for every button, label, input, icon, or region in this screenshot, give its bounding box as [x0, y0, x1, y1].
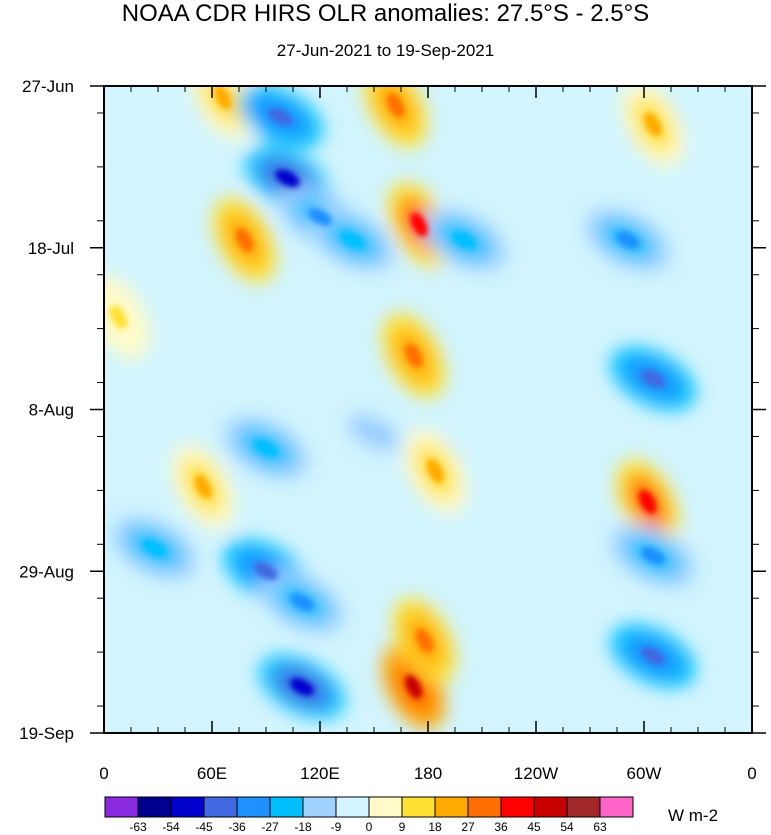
colorbar-swatch — [170, 796, 205, 818]
colorbar-swatch — [236, 796, 271, 818]
anomaly-field — [104, 86, 696, 730]
x-tick-label: 0 — [99, 764, 108, 783]
anomaly-core — [235, 228, 254, 252]
colorbar-swatch — [500, 796, 535, 818]
colorbar-swatch — [368, 796, 403, 818]
y-tick-label: 8-Aug — [29, 401, 74, 420]
colorbar-swatch — [599, 796, 634, 818]
anomaly-core — [415, 628, 434, 653]
anomaly-core — [268, 108, 293, 126]
colorbar-label: 27 — [461, 820, 475, 834]
colorbar-label: 36 — [494, 820, 508, 834]
colorbar-label: -63 — [129, 820, 147, 834]
anomaly-core — [275, 169, 300, 188]
anomaly-core — [290, 593, 314, 611]
anomaly-core — [404, 343, 423, 368]
anomaly-core — [452, 231, 476, 249]
anomaly-core — [638, 489, 657, 514]
anomaly-core — [641, 647, 665, 665]
colorbar-label: -54 — [162, 820, 180, 834]
anomaly-core — [641, 547, 665, 565]
anomaly-core — [386, 93, 405, 118]
chart-subtitle: 27-Jun-2021 to 19-Sep-2021 — [276, 41, 495, 60]
colorbar-label: 63 — [593, 820, 607, 834]
y-tick-label: 27-Jun — [22, 77, 74, 96]
x-tick-label: 60E — [197, 764, 227, 783]
chart-title: NOAA CDR HIRS OLR anomalies: 27.5°S - 2.… — [121, 0, 650, 27]
colorbar-swatch — [269, 796, 304, 818]
colorbar-label: -45 — [195, 820, 213, 834]
anomaly-core — [254, 439, 278, 457]
colorbar-swatch — [434, 796, 469, 818]
anomaly-core — [142, 539, 167, 557]
colorbar-swatch — [302, 796, 337, 818]
colorbar-label: 9 — [399, 820, 406, 834]
x-axis: 0 60E 120E 180 120W 60W 0 — [99, 86, 757, 783]
anomaly-core — [340, 231, 365, 249]
colorbar-label: -36 — [228, 820, 246, 834]
colorbar-label: 18 — [428, 820, 442, 834]
colorbar-label: -9 — [331, 820, 342, 834]
colorbar: -63 -54 -45 -36 -27 -18 -9 0 9 18 27 36 45 54 63 — [104, 796, 634, 834]
x-tick-label: 60W — [627, 764, 662, 783]
colorbar-swatch — [203, 796, 238, 818]
x-tick-label: 120E — [300, 764, 340, 783]
anomaly-core — [362, 423, 386, 442]
colorbar-label: 0 — [366, 820, 373, 834]
colorbar-label: -27 — [261, 820, 279, 834]
x-tick-label: 0 — [747, 764, 756, 783]
anomaly-core — [426, 459, 444, 484]
anomaly-core — [214, 86, 232, 110]
plot-area — [104, 86, 752, 733]
anomaly-core — [290, 678, 314, 696]
anomaly-core — [615, 231, 640, 249]
y-tick-label: 19-Sep — [19, 724, 74, 743]
x-tick-label: 120W — [514, 764, 558, 783]
colorbar-swatch — [401, 796, 436, 818]
y-axis: 27-Jun 18-Jul 8-Aug 29-Aug 19-Sep — [19, 77, 766, 743]
colorbar-swatch — [566, 796, 601, 818]
anomaly-core — [641, 370, 665, 388]
x-tick-label: 180 — [414, 764, 442, 783]
colorbar-swatch — [533, 796, 568, 818]
colorbar-swatch — [137, 796, 172, 818]
colorbar-label: 45 — [527, 820, 541, 834]
colorbar-label: 54 — [560, 820, 574, 834]
anomaly-core — [194, 474, 212, 499]
colorbar-units: W m-2 — [668, 806, 719, 825]
anomaly-core — [254, 562, 278, 580]
y-tick-label: 29-Aug — [19, 562, 74, 581]
anomaly-cores — [109, 86, 665, 699]
anomaly-core — [410, 212, 428, 237]
colorbar-swatch — [335, 796, 370, 818]
y-tick-label: 18-Jul — [28, 239, 74, 258]
anomaly-core — [404, 674, 423, 699]
anomaly-core — [109, 305, 128, 330]
anomaly-core — [308, 208, 332, 226]
anomaly-core — [644, 112, 662, 137]
colorbar-swatch — [467, 796, 502, 818]
colorbar-label: -18 — [294, 820, 312, 834]
colorbar-swatch — [104, 796, 139, 818]
